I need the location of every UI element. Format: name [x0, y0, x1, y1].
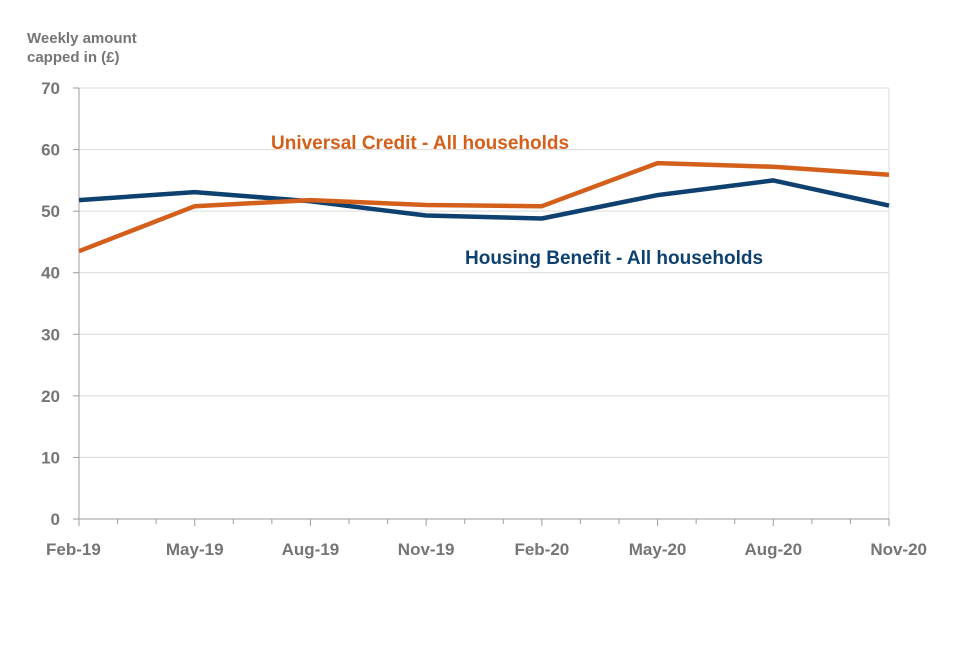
series-lines [79, 163, 889, 251]
y-tick-label: 30 [41, 325, 60, 344]
y-tick-label: 10 [41, 448, 60, 467]
y-tick-label: 60 [41, 141, 60, 160]
series-label-universal-credit: Universal Credit - All households [271, 133, 569, 154]
y-tick-labels: 0 10 20 30 40 50 60 70 [41, 79, 60, 529]
series-label-housing-benefit: Housing Benefit - All households [465, 248, 763, 269]
x-tick-label: Nov-20 [870, 540, 927, 559]
series-line-universal-credit-all-households [79, 163, 889, 251]
x-tick-label: Nov-19 [398, 540, 455, 559]
x-tick-label: May-20 [629, 540, 687, 559]
x-tick-label: Feb-20 [514, 540, 569, 559]
x-tick-label: Aug-20 [744, 540, 802, 559]
y-tick-label: 20 [41, 387, 60, 406]
y-axis-title-line-1: Weekly amount [27, 30, 137, 47]
x-tick-label: Aug-19 [282, 540, 340, 559]
x-tick-label: Feb-19 [46, 540, 101, 559]
y-tick-label: 50 [41, 202, 60, 221]
series-line-housing-benefit-all-households [79, 180, 889, 218]
y-tick-label: 0 [51, 510, 60, 529]
y-axis-title-line-2: capped in (£) [27, 49, 120, 66]
x-tick-labels: Feb-19 May-19 Aug-19 Nov-19 Feb-20 May-20 Aug-… [46, 540, 927, 559]
y-tick-label: 70 [41, 79, 60, 98]
x-tick-label: May-19 [166, 540, 224, 559]
y-tick-label: 40 [41, 264, 60, 283]
